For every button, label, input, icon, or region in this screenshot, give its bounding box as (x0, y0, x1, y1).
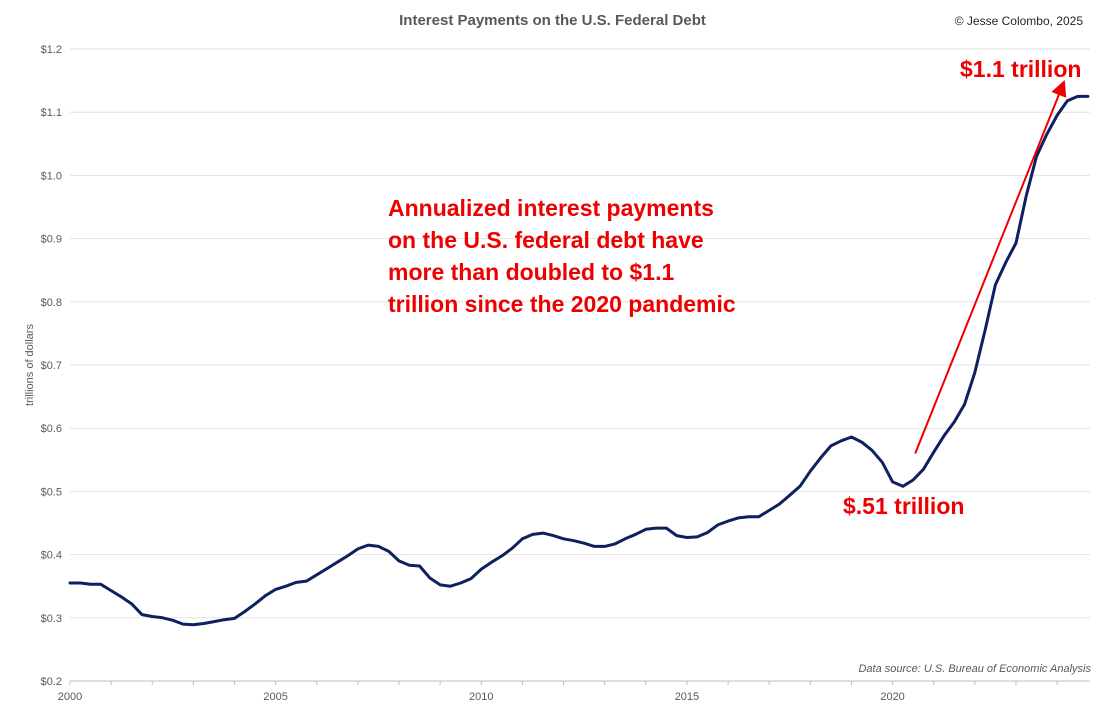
y-tick-label: $1.2 (41, 44, 62, 56)
axis-ticks: $0.2 $0.3 $0.4 $0.5 $0.6 $0.7 $0.8 $0.9 $1.0 $1.1… (41, 44, 1058, 703)
x-tick-label: 2010 (469, 691, 493, 703)
y-tick-label: $1.0 (41, 170, 62, 182)
x-tick-label: 2020 (880, 691, 904, 703)
data-source-note: Data source: U.S. Bureau of Economic Ana… (858, 663, 1091, 675)
low-value-callout: $.51 trillion (843, 493, 965, 519)
y-tick-label: $0.2 (41, 676, 62, 688)
series-layer (68, 94, 1090, 627)
main-annotation: Annualized interest payments on the U.S.… (388, 195, 736, 317)
arrow-layer (914, 80, 1067, 454)
chart-title: Interest Payments on the U.S. Federal De… (399, 12, 706, 29)
y-tick-label: $1.1 (41, 107, 62, 119)
gridlines (70, 48, 1090, 682)
y-axis-label: trillions of dollars (24, 324, 36, 406)
copyright-note: © Jesse Colombo, 2025 (954, 14, 1083, 28)
series-line (68, 94, 1090, 627)
annotation-arrow (914, 80, 1067, 454)
x-tick-label: 2005 (263, 691, 287, 703)
y-tick-label: $0.3 (41, 613, 62, 625)
y-tick-label: $0.9 (41, 234, 62, 246)
y-tick-label: $0.8 (41, 297, 62, 309)
y-tick-label: $0.6 (41, 423, 62, 435)
x-tick-label: 2015 (675, 691, 699, 703)
high-value-callout: $1.1 trillion (960, 56, 1082, 82)
y-tick-label: $0.4 (41, 550, 62, 562)
x-tick-label: 2000 (58, 691, 82, 703)
y-tick-label: $0.5 (41, 486, 62, 498)
y-tick-label: $0.7 (41, 360, 62, 372)
